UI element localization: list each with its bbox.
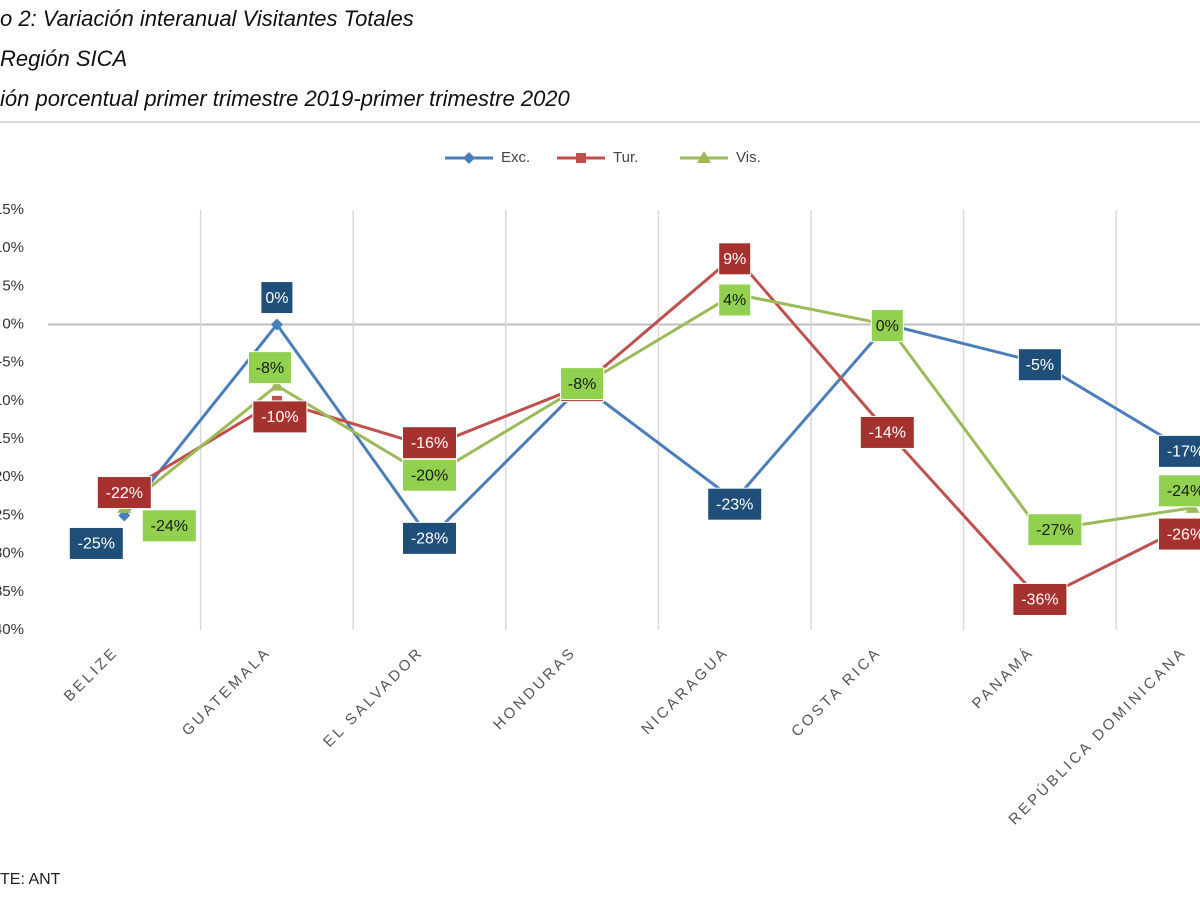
series-line	[123, 322, 1194, 541]
x-tick-label: HONDURAS	[490, 644, 580, 734]
data-label: -16%	[411, 435, 448, 452]
x-tick-label: REPÚBLICA DOMINICANA	[1005, 644, 1190, 829]
data-label-box	[707, 487, 763, 521]
legend-label: Tur.	[613, 149, 638, 166]
x-tick-label: BELIZE	[61, 644, 122, 705]
y-tick-label: -10%	[0, 392, 24, 409]
data-label: -26%	[1167, 526, 1200, 543]
y-tick-label: 0%	[2, 316, 24, 333]
data-label-box	[1158, 474, 1200, 508]
data-label-box	[718, 283, 752, 317]
data-label: 9%	[723, 251, 746, 268]
chart-title: o 2: Variación interanual Visitantes Tot…	[0, 6, 414, 31]
y-tick-label: 10%	[0, 239, 24, 256]
data-label: -20%	[411, 467, 448, 484]
data-label: -27%	[1036, 522, 1073, 539]
data-label: -24%	[151, 518, 188, 535]
source-note: TE: ANT	[0, 871, 61, 888]
data-label-box	[68, 526, 124, 560]
data-label-box	[1017, 348, 1062, 382]
y-tick-label: -15%	[0, 430, 24, 447]
data-label-box	[252, 400, 308, 434]
x-tick-label: NICARAGUA	[638, 644, 732, 738]
data-label: -8%	[568, 376, 596, 393]
data-label: -17%	[1167, 444, 1200, 461]
data-label-box	[402, 426, 457, 460]
y-tick-label: -25%	[0, 506, 24, 523]
data-label: -5%	[1026, 357, 1054, 374]
data-label-box	[859, 415, 915, 449]
data-label: 0%	[265, 290, 288, 307]
marker	[269, 378, 284, 391]
data-label: -10%	[261, 409, 298, 426]
data-label-box	[1158, 517, 1200, 551]
y-tick-label: 15%	[0, 201, 24, 218]
marker	[463, 152, 475, 164]
data-label: -14%	[869, 425, 906, 442]
data-label-box	[1012, 582, 1068, 616]
x-tick-label: GUATEMALA	[179, 644, 275, 740]
data-label-box	[402, 521, 457, 555]
data-label: -22%	[106, 485, 143, 502]
chart-subtitle: ión porcentual primer trimestre 2019-pri…	[0, 86, 571, 111]
data-label: -8%	[256, 360, 284, 377]
data-label: -28%	[411, 531, 448, 548]
data-label: 4%	[723, 292, 746, 309]
data-label-box	[141, 509, 197, 543]
data-label-box	[260, 281, 294, 315]
data-label-box	[247, 351, 292, 385]
data-label: -24%	[1167, 483, 1200, 500]
data-label-box	[1158, 434, 1200, 468]
y-tick-label: -35%	[0, 583, 24, 600]
marker	[270, 318, 283, 331]
y-tick-label: 5%	[2, 277, 24, 294]
data-label: -25%	[78, 536, 115, 553]
marker	[118, 509, 131, 522]
data-label-box	[560, 367, 605, 401]
marker	[576, 153, 586, 163]
data-label-box	[718, 242, 752, 276]
x-tick-label: PANAMÁ	[969, 644, 1038, 713]
data-label: 0%	[876, 318, 899, 335]
y-tick-label: -20%	[0, 468, 24, 485]
x-tick-label: EL SALVADOR	[320, 644, 427, 751]
data-label: -23%	[716, 496, 753, 513]
legend-label: Vis.	[736, 149, 761, 166]
data-label: -36%	[1021, 592, 1058, 609]
marker	[697, 151, 711, 163]
x-tick-label: COSTA RICA	[788, 644, 885, 741]
legend-label: Exc.	[501, 149, 530, 166]
y-tick-label: -30%	[0, 545, 24, 562]
data-label-box	[96, 476, 152, 510]
chart-subtitle: Región SICA	[0, 46, 127, 71]
y-tick-label: -5%	[0, 354, 24, 371]
data-label-box	[402, 458, 457, 492]
y-tick-label: -40%	[0, 621, 24, 638]
data-label-box	[1027, 513, 1083, 547]
data-label-box	[870, 309, 904, 343]
